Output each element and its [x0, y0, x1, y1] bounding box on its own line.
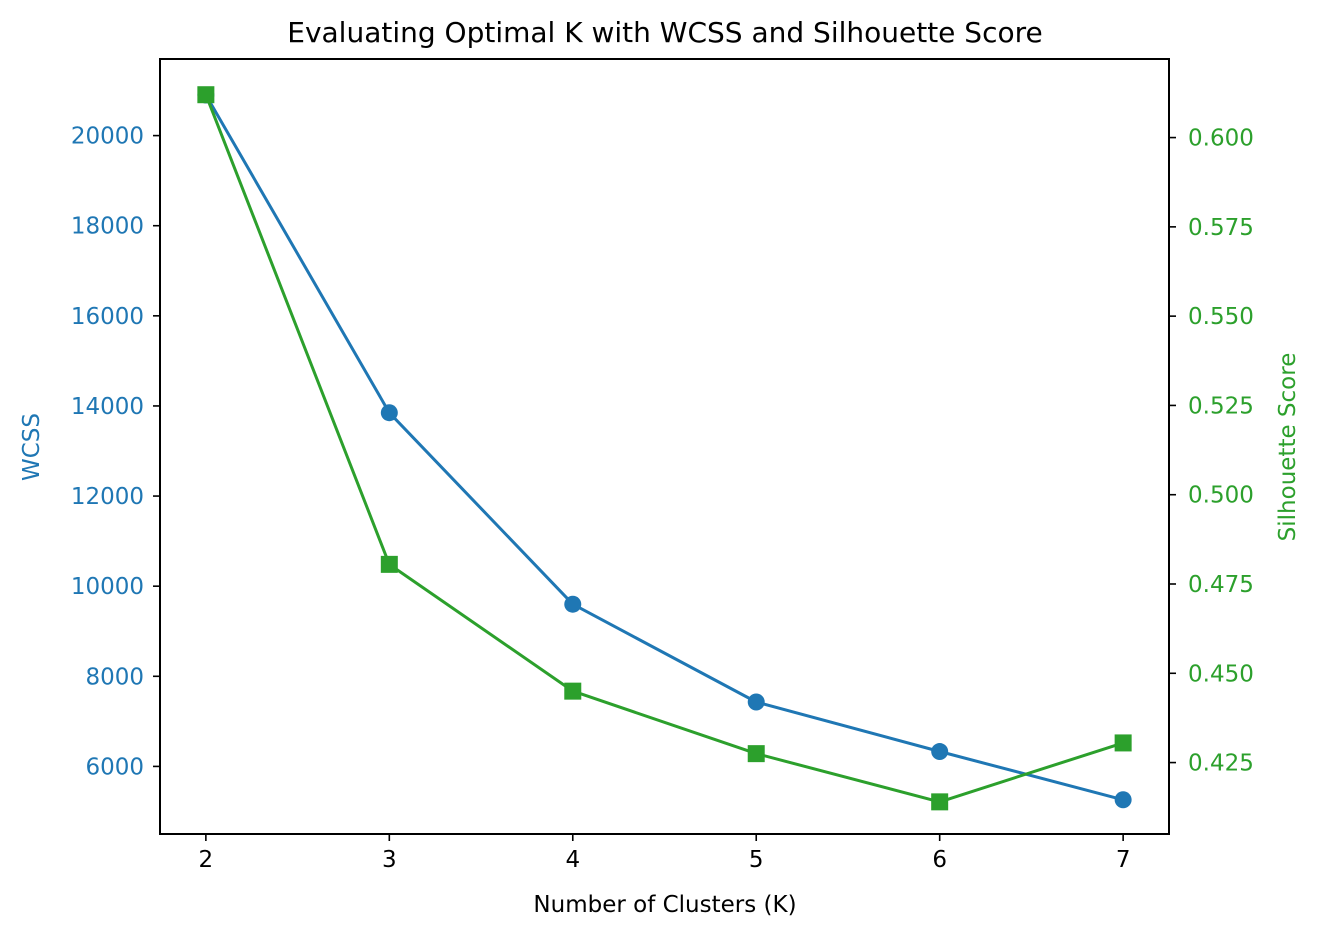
right-y-tick-label: 0.600 — [1188, 126, 1254, 152]
axes-frame — [159, 58, 1170, 835]
right-y-tick-label: 0.575 — [1188, 215, 1254, 241]
left-y-tick-label: 6000 — [85, 754, 144, 780]
left-y-tick-label: 8000 — [85, 664, 144, 690]
plot-area — [197, 86, 1132, 811]
right-y-tick-label: 0.550 — [1188, 304, 1254, 330]
x-tick-label: 7 — [1116, 847, 1131, 873]
right-y-tick-label: 0.450 — [1188, 661, 1254, 687]
x-tick-label: 4 — [565, 847, 580, 873]
series-2-point — [197, 86, 215, 104]
series-2-point — [380, 555, 398, 573]
series-1-point — [1114, 791, 1132, 809]
x-tick-label: 6 — [932, 847, 947, 873]
chart-title: Evaluating Optimal K with WCSS and Silho… — [287, 16, 1042, 49]
series-2-point — [1114, 734, 1132, 752]
left-y-tick-label: 20000 — [71, 124, 144, 150]
axes: 2 3 4 5 6 7 6000 8000 10000 12000 14000 16000 18000 2… — [71, 58, 1254, 873]
left-y-tick-label: 14000 — [71, 394, 144, 420]
series-2-line — [204, 94, 1124, 804]
right-y-tick-label: 0.425 — [1188, 751, 1254, 777]
left-y-tick-label: 10000 — [71, 574, 144, 600]
series-1-point — [564, 595, 582, 613]
right-y-tick-label: 0.500 — [1188, 483, 1254, 509]
right-y-tick-label: 0.475 — [1188, 572, 1254, 598]
right-y-tick-label: 0.525 — [1188, 393, 1254, 419]
series-2-point — [747, 745, 765, 763]
left-y-axis-label: WCSS — [19, 413, 45, 481]
left-y-tick-label: 12000 — [71, 484, 144, 510]
right-y-axis-label: Silhouette Score — [1275, 353, 1301, 542]
series-2-point — [931, 793, 949, 811]
series-1-point — [747, 693, 765, 711]
x-tick-label: 3 — [382, 847, 397, 873]
series-1-point — [931, 743, 949, 761]
series-1-line — [204, 94, 1124, 802]
left-y-tick-label: 16000 — [71, 304, 144, 330]
x-axis-label: Number of Clusters (K) — [533, 892, 796, 918]
x-tick-label: 5 — [749, 847, 764, 873]
x-tick-label: 2 — [199, 847, 214, 873]
series-1-point — [380, 404, 398, 422]
series-2-point — [564, 682, 582, 700]
left-y-tick-label: 18000 — [71, 214, 144, 240]
